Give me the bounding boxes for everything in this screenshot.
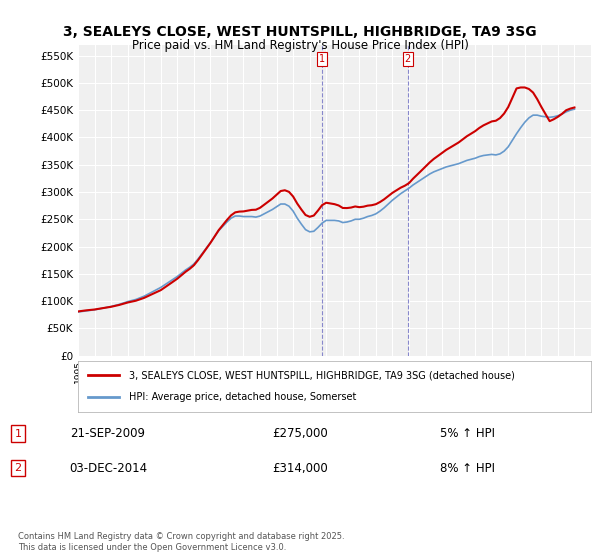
Text: Price paid vs. HM Land Registry's House Price Index (HPI): Price paid vs. HM Land Registry's House … — [131, 39, 469, 52]
Text: 8% ↑ HPI: 8% ↑ HPI — [440, 461, 496, 474]
Text: 1: 1 — [14, 429, 22, 439]
Text: 2: 2 — [14, 463, 22, 473]
Text: 03-DEC-2014: 03-DEC-2014 — [69, 461, 147, 474]
Text: 1: 1 — [319, 54, 325, 64]
Text: 3, SEALEYS CLOSE, WEST HUNTSPILL, HIGHBRIDGE, TA9 3SG: 3, SEALEYS CLOSE, WEST HUNTSPILL, HIGHBR… — [63, 25, 537, 39]
Text: 21-SEP-2009: 21-SEP-2009 — [71, 427, 146, 440]
Text: 2: 2 — [404, 54, 411, 64]
Text: Contains HM Land Registry data © Crown copyright and database right 2025.
This d: Contains HM Land Registry data © Crown c… — [18, 532, 344, 552]
Text: 3, SEALEYS CLOSE, WEST HUNTSPILL, HIGHBRIDGE, TA9 3SG (detached house): 3, SEALEYS CLOSE, WEST HUNTSPILL, HIGHBR… — [130, 370, 515, 380]
Text: £314,000: £314,000 — [272, 461, 328, 474]
Text: HPI: Average price, detached house, Somerset: HPI: Average price, detached house, Some… — [130, 393, 356, 403]
Text: 5% ↑ HPI: 5% ↑ HPI — [440, 427, 496, 440]
Text: £275,000: £275,000 — [272, 427, 328, 440]
